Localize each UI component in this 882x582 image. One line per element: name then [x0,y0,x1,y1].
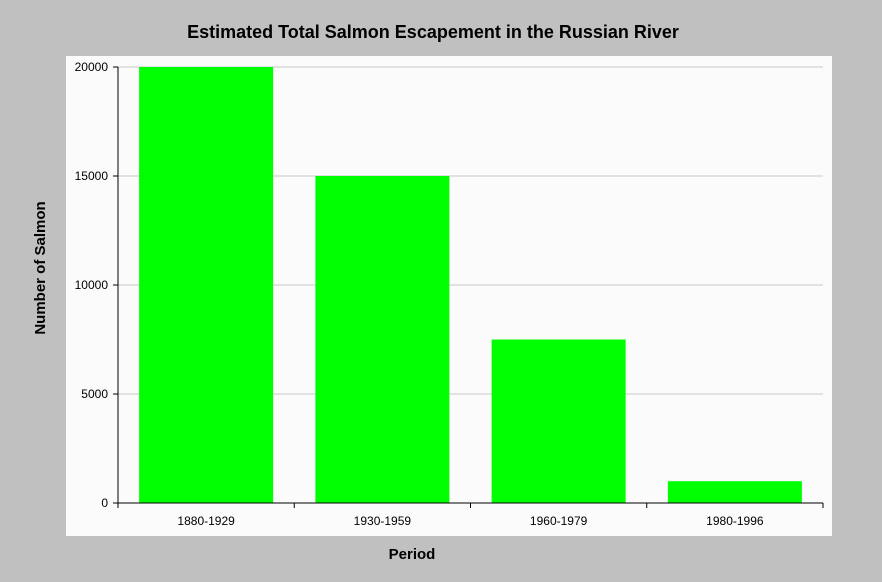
x-tick-label: 1880-1929 [177,514,235,528]
y-tick-label: 20000 [75,60,109,74]
x-axis-label: Period [389,546,436,563]
bar-1960-1979 [491,339,626,503]
y-axis-label: Number of Salmon [32,201,49,334]
bar-1980-1996 [667,481,802,503]
bar-1930-1959 [315,176,450,503]
y-tick-label: 10000 [75,278,109,292]
x-tick-label: 1930-1959 [354,514,412,528]
bars [139,67,802,503]
x-tick-label: 1980-1996 [706,514,764,528]
y-tick-label: 0 [101,496,108,510]
axes [113,66,824,508]
tick-labels: 0 5000 10000 15000 20000 1880-1929 1930-1959 19… [75,60,764,528]
chart-title: Estimated Total Salmon Escapement in the… [187,22,679,42]
y-tick-label: 5000 [81,387,108,401]
x-tick-label: 1960-1979 [530,514,588,528]
bar-1880-1929 [139,67,274,503]
y-tick-label: 15000 [75,169,109,183]
